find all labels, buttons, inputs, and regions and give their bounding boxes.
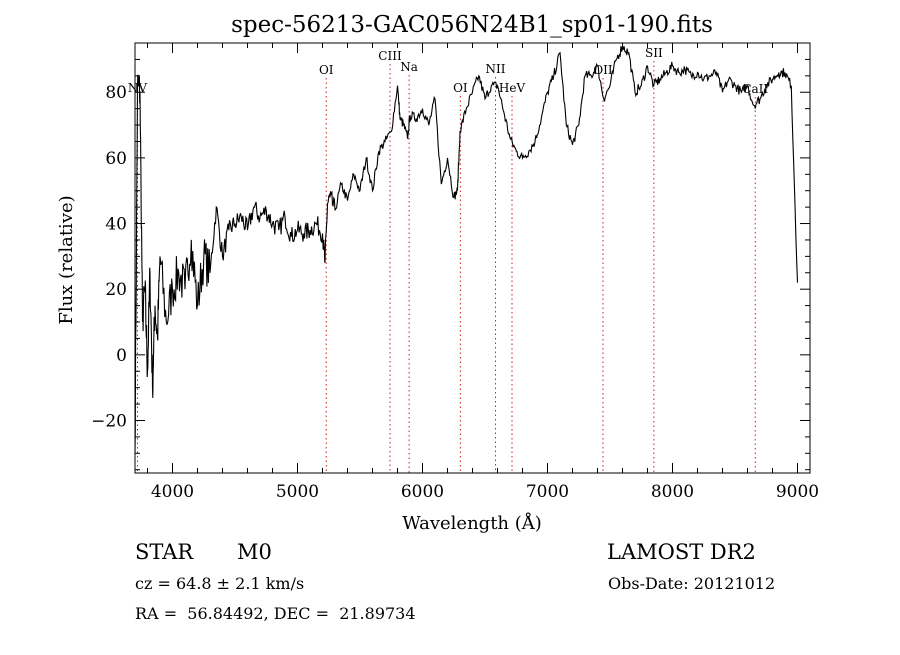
axis-ticks: 4000 5000 6000 7000 8000 9000 −20 0 20 40 60 80: [91, 43, 819, 502]
spectral-line-label: OI: [319, 63, 334, 77]
spectral-line-label: CIII: [378, 49, 402, 63]
y-tick-label: −20: [91, 411, 127, 431]
spectrum-line: [134, 46, 799, 454]
coordinates: RA = 56.84492, DEC = 21.89734: [135, 604, 416, 623]
chart-title: spec-56213-GAC056N24B1_sp01-190.fits: [231, 12, 713, 38]
x-tick-label: 5000: [276, 482, 319, 502]
survey-name: LAMOST DR2: [607, 540, 756, 564]
spectral-line-label: OI: [453, 81, 468, 95]
y-axis-label: Flux (relative): [56, 195, 77, 324]
y-tick-label: 80: [105, 83, 127, 103]
x-tick-label: 6000: [401, 482, 444, 502]
object-class: STAR: [135, 540, 194, 564]
y-tick-label: 0: [116, 346, 127, 366]
plot-frame: [134, 42, 811, 474]
spectral-line-label: NII: [486, 62, 506, 76]
spectral-line-label: HeV: [499, 81, 526, 95]
x-tick-label: 4000: [151, 482, 194, 502]
x-tick-label: 7000: [526, 482, 569, 502]
y-tick-label: 40: [105, 215, 127, 235]
x-tick-label: 9000: [776, 482, 819, 502]
x-axis-label: Wavelength (Å): [402, 512, 542, 534]
y-tick-label: 20: [105, 280, 127, 300]
spectral-line-label: Na: [400, 60, 418, 74]
spectral-subclass: M0: [237, 540, 272, 564]
x-tick-label: 8000: [651, 482, 694, 502]
spectral-line-label: SII: [645, 46, 663, 60]
redshift-velocity: cz = 64.8 ± 2.1 km/s: [135, 574, 305, 593]
observation-date: Obs-Date: 20121012: [608, 574, 776, 593]
y-tick-label: 60: [105, 149, 127, 169]
